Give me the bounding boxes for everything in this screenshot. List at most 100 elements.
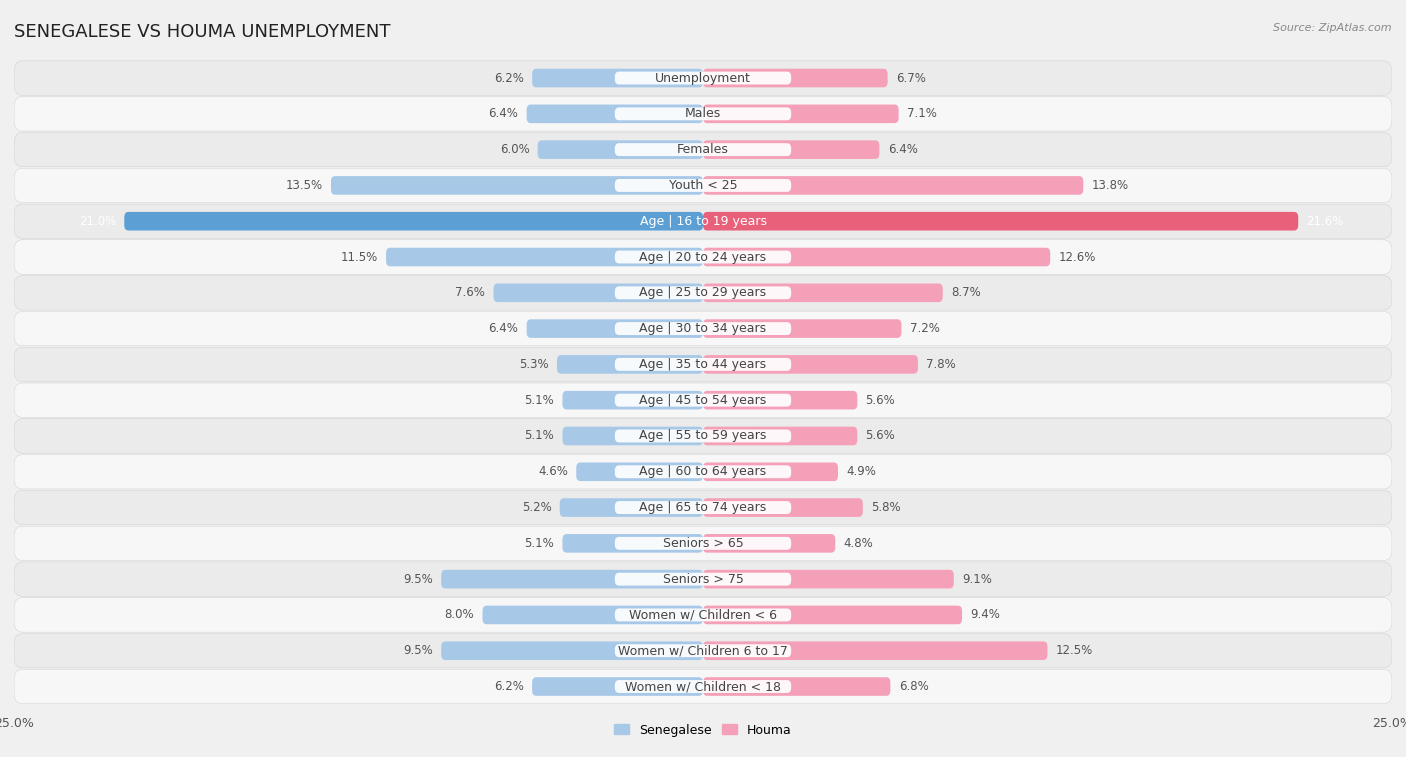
FancyBboxPatch shape (614, 394, 792, 407)
Text: Youth < 25: Youth < 25 (669, 179, 737, 192)
FancyBboxPatch shape (14, 419, 1392, 453)
Text: Age | 35 to 44 years: Age | 35 to 44 years (640, 358, 766, 371)
Text: 9.5%: 9.5% (404, 572, 433, 586)
FancyBboxPatch shape (703, 248, 1050, 266)
FancyBboxPatch shape (614, 322, 792, 335)
FancyBboxPatch shape (614, 429, 792, 442)
FancyBboxPatch shape (614, 501, 792, 514)
FancyBboxPatch shape (614, 215, 792, 228)
Text: Age | 45 to 54 years: Age | 45 to 54 years (640, 394, 766, 407)
FancyBboxPatch shape (537, 140, 703, 159)
FancyBboxPatch shape (703, 678, 890, 696)
FancyBboxPatch shape (14, 347, 1392, 382)
FancyBboxPatch shape (703, 104, 898, 123)
FancyBboxPatch shape (527, 319, 703, 338)
FancyBboxPatch shape (14, 240, 1392, 274)
Text: 4.9%: 4.9% (846, 466, 876, 478)
Text: 6.4%: 6.4% (488, 107, 519, 120)
FancyBboxPatch shape (614, 537, 792, 550)
Text: Age | 16 to 19 years: Age | 16 to 19 years (640, 215, 766, 228)
FancyBboxPatch shape (14, 97, 1392, 131)
FancyBboxPatch shape (703, 212, 1298, 231)
FancyBboxPatch shape (703, 427, 858, 445)
FancyBboxPatch shape (531, 678, 703, 696)
Text: 12.5%: 12.5% (1056, 644, 1092, 657)
Text: 8.0%: 8.0% (444, 609, 474, 621)
Text: Age | 25 to 29 years: Age | 25 to 29 years (640, 286, 766, 299)
FancyBboxPatch shape (560, 498, 703, 517)
FancyBboxPatch shape (614, 72, 792, 85)
FancyBboxPatch shape (703, 140, 879, 159)
Text: 13.5%: 13.5% (285, 179, 323, 192)
FancyBboxPatch shape (703, 534, 835, 553)
Text: Seniors > 75: Seniors > 75 (662, 572, 744, 586)
FancyBboxPatch shape (14, 204, 1392, 238)
FancyBboxPatch shape (531, 69, 703, 87)
Text: Age | 30 to 34 years: Age | 30 to 34 years (640, 322, 766, 335)
Text: 4.6%: 4.6% (538, 466, 568, 478)
FancyBboxPatch shape (14, 669, 1392, 704)
Text: Seniors > 65: Seniors > 65 (662, 537, 744, 550)
Text: 6.2%: 6.2% (494, 680, 524, 693)
FancyBboxPatch shape (614, 573, 792, 586)
Text: 4.8%: 4.8% (844, 537, 873, 550)
Text: Age | 20 to 24 years: Age | 20 to 24 years (640, 251, 766, 263)
FancyBboxPatch shape (703, 176, 1083, 195)
Text: 5.1%: 5.1% (524, 394, 554, 407)
FancyBboxPatch shape (557, 355, 703, 374)
FancyBboxPatch shape (14, 562, 1392, 597)
Text: Women w/ Children < 18: Women w/ Children < 18 (626, 680, 780, 693)
FancyBboxPatch shape (703, 391, 858, 410)
FancyBboxPatch shape (614, 644, 792, 657)
Text: 6.0%: 6.0% (499, 143, 530, 156)
Text: 21.6%: 21.6% (1306, 215, 1344, 228)
Text: 7.8%: 7.8% (927, 358, 956, 371)
Text: Males: Males (685, 107, 721, 120)
FancyBboxPatch shape (14, 311, 1392, 346)
Text: 21.0%: 21.0% (79, 215, 117, 228)
FancyBboxPatch shape (703, 463, 838, 481)
Text: 5.6%: 5.6% (866, 394, 896, 407)
FancyBboxPatch shape (441, 641, 703, 660)
FancyBboxPatch shape (482, 606, 703, 625)
FancyBboxPatch shape (614, 358, 792, 371)
Text: 5.1%: 5.1% (524, 537, 554, 550)
FancyBboxPatch shape (703, 498, 863, 517)
FancyBboxPatch shape (14, 598, 1392, 632)
Text: 8.7%: 8.7% (950, 286, 981, 299)
FancyBboxPatch shape (614, 609, 792, 621)
FancyBboxPatch shape (387, 248, 703, 266)
FancyBboxPatch shape (614, 251, 792, 263)
Text: SENEGALESE VS HOUMA UNEMPLOYMENT: SENEGALESE VS HOUMA UNEMPLOYMENT (14, 23, 391, 41)
FancyBboxPatch shape (614, 466, 792, 478)
Text: 9.4%: 9.4% (970, 609, 1000, 621)
FancyBboxPatch shape (614, 143, 792, 156)
Text: 7.6%: 7.6% (456, 286, 485, 299)
FancyBboxPatch shape (562, 391, 703, 410)
FancyBboxPatch shape (494, 283, 703, 302)
FancyBboxPatch shape (576, 463, 703, 481)
FancyBboxPatch shape (614, 107, 792, 120)
Text: 6.8%: 6.8% (898, 680, 928, 693)
FancyBboxPatch shape (614, 179, 792, 192)
Text: 6.4%: 6.4% (887, 143, 918, 156)
FancyBboxPatch shape (703, 606, 962, 625)
FancyBboxPatch shape (14, 383, 1392, 417)
FancyBboxPatch shape (14, 455, 1392, 489)
FancyBboxPatch shape (703, 570, 953, 588)
Text: 6.4%: 6.4% (488, 322, 519, 335)
Text: Source: ZipAtlas.com: Source: ZipAtlas.com (1274, 23, 1392, 33)
Text: 13.8%: 13.8% (1091, 179, 1129, 192)
Text: 6.2%: 6.2% (494, 72, 524, 85)
FancyBboxPatch shape (562, 427, 703, 445)
FancyBboxPatch shape (562, 534, 703, 553)
FancyBboxPatch shape (703, 319, 901, 338)
Text: Age | 65 to 74 years: Age | 65 to 74 years (640, 501, 766, 514)
Text: 9.1%: 9.1% (962, 572, 991, 586)
FancyBboxPatch shape (14, 634, 1392, 668)
FancyBboxPatch shape (614, 680, 792, 693)
FancyBboxPatch shape (14, 491, 1392, 525)
FancyBboxPatch shape (14, 132, 1392, 167)
FancyBboxPatch shape (330, 176, 703, 195)
Text: 11.5%: 11.5% (340, 251, 378, 263)
